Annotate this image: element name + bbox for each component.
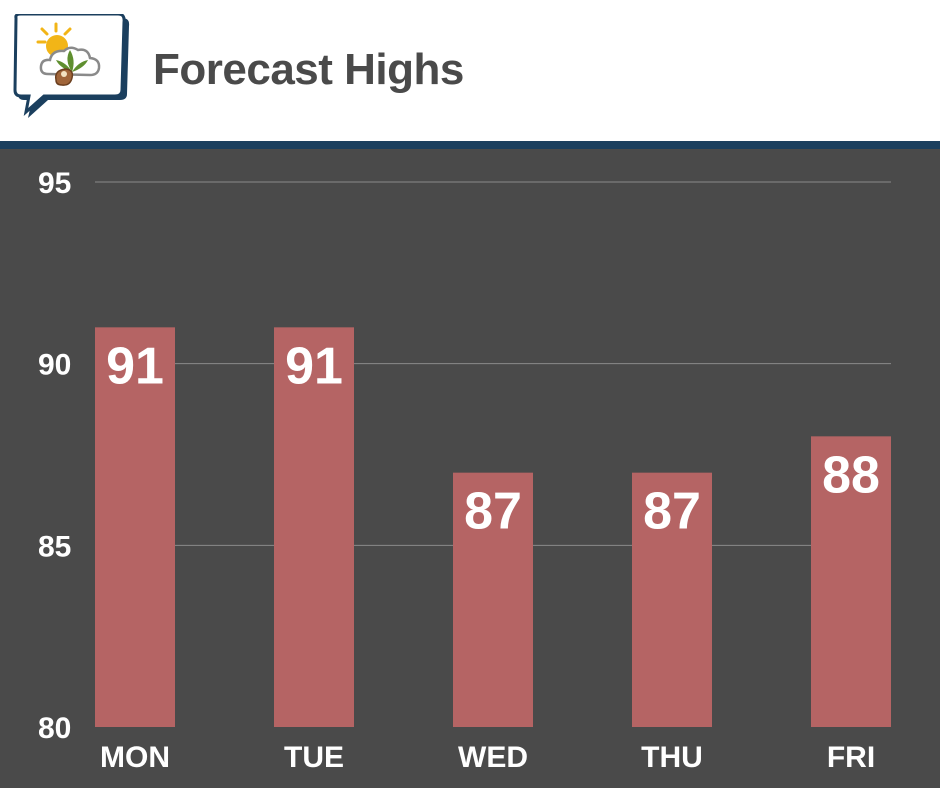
bar xyxy=(274,327,354,727)
x-tick-label: WED xyxy=(458,741,528,774)
x-tick-label: FRI xyxy=(827,741,875,774)
y-tick-label: 95 xyxy=(38,167,71,200)
y-tick-label: 80 xyxy=(38,712,71,745)
data-label: 87 xyxy=(643,483,701,541)
data-label: 91 xyxy=(106,337,164,395)
x-tick-label: MON xyxy=(100,741,170,774)
x-tick-label: TUE xyxy=(284,741,344,774)
header-divider xyxy=(0,141,940,149)
bar xyxy=(811,436,891,727)
header: Forecast Highs xyxy=(0,0,940,141)
bar xyxy=(453,472,533,727)
bar-chart: 80 85 90 95 91 MON 91 TUE 87 WED 87 THU 88 FRI xyxy=(38,167,891,774)
weather-cannabis-speech-bubble-icon xyxy=(13,14,130,118)
chart-area: 80 85 90 95 91 MON 91 TUE 87 WED 87 THU 88 FRI xyxy=(0,149,940,788)
y-tick-label: 85 xyxy=(38,530,71,563)
data-label: 87 xyxy=(464,483,522,541)
data-label: 88 xyxy=(822,446,880,504)
y-tick-label: 90 xyxy=(38,349,71,382)
x-tick-label: THU xyxy=(641,741,703,774)
data-label: 91 xyxy=(285,337,343,395)
bar xyxy=(632,472,712,727)
page-title: Forecast Highs xyxy=(153,45,464,94)
bar xyxy=(95,327,175,727)
